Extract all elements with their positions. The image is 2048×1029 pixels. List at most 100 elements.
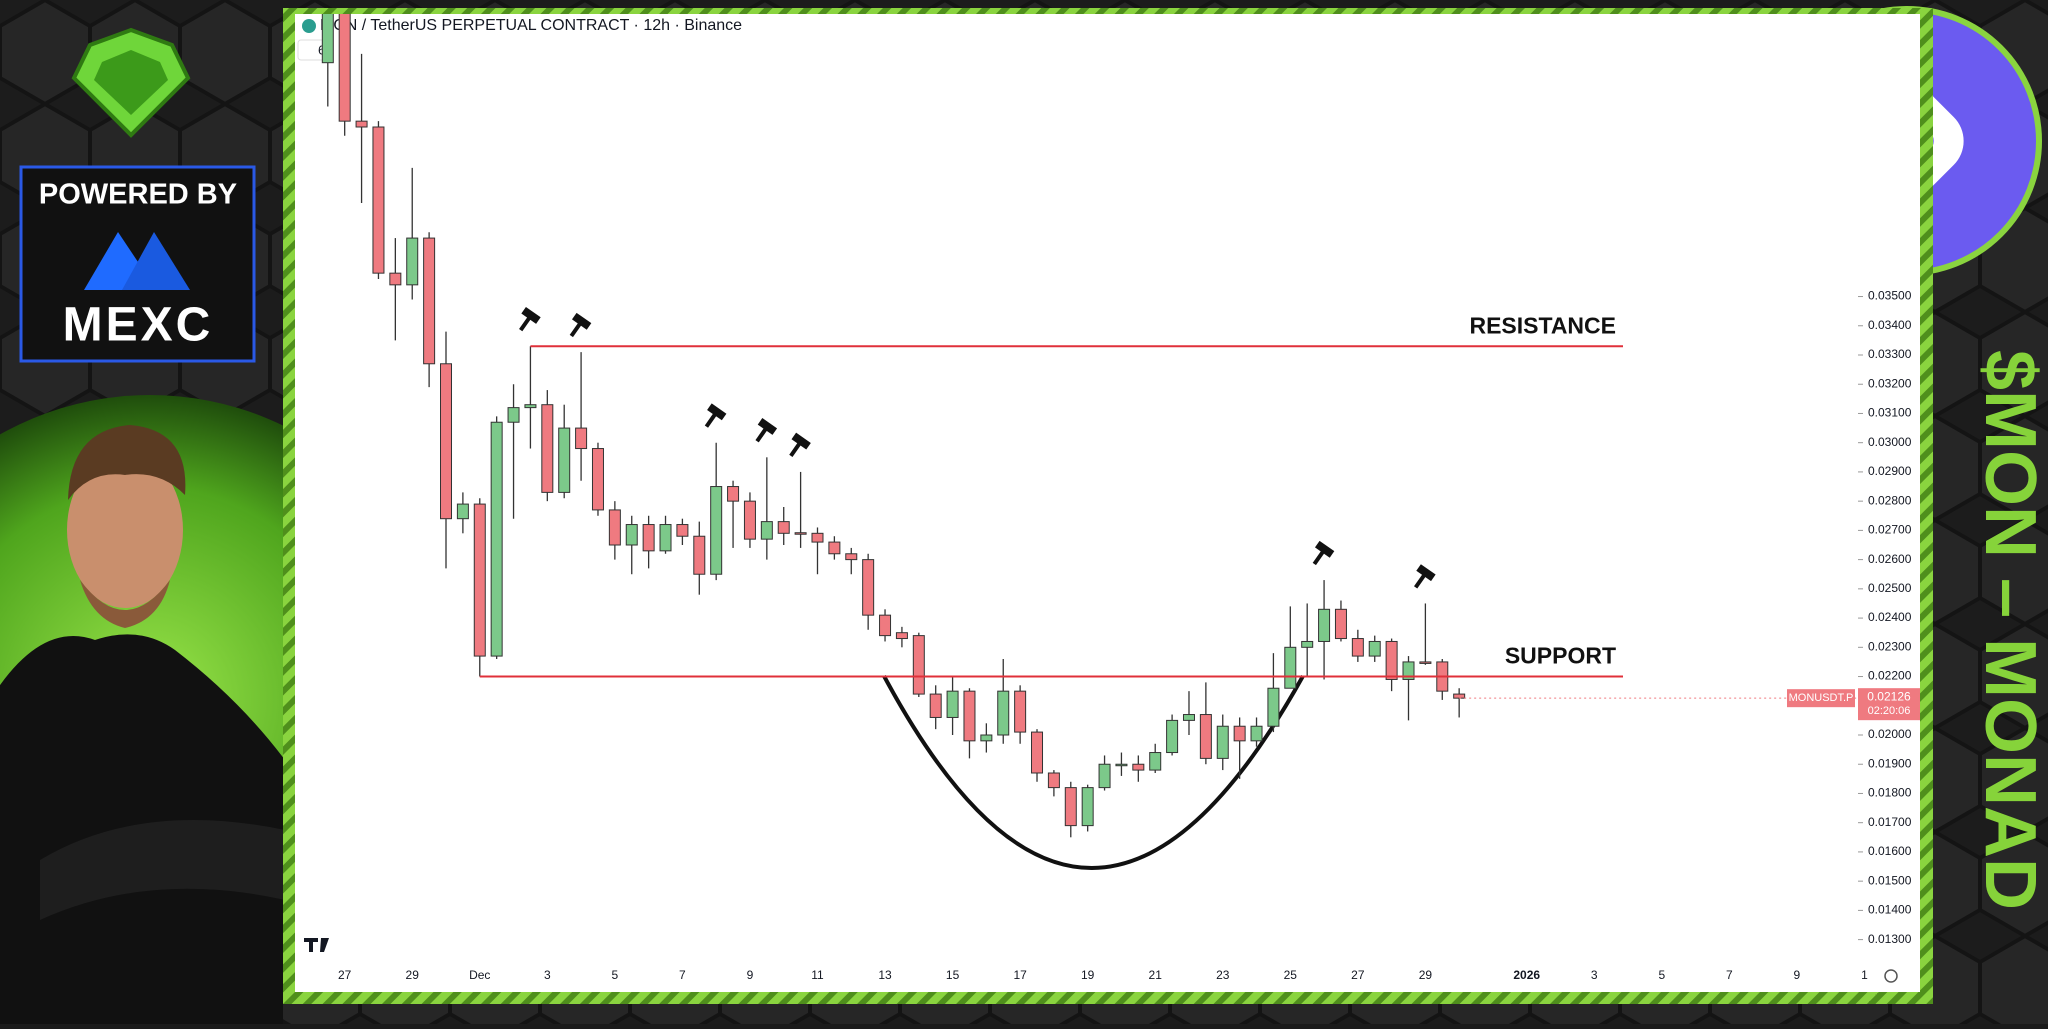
powered-by: POWERED BY bbox=[39, 179, 237, 211]
candle-body bbox=[608, 509, 621, 546]
y-tick-label: 0.01300 bbox=[1868, 932, 1912, 946]
x-tick-label: 5 bbox=[612, 968, 619, 982]
x-tick-label: 9 bbox=[747, 968, 754, 982]
x-tick-label: 17 bbox=[1013, 968, 1027, 982]
candle-body bbox=[1419, 661, 1432, 664]
hammer-handle bbox=[1414, 573, 1426, 589]
hammer-head bbox=[1416, 564, 1436, 582]
y-tick-label: 0.02600 bbox=[1868, 552, 1912, 566]
x-tick-label: 7 bbox=[1726, 968, 1733, 982]
candle-body bbox=[372, 126, 385, 274]
candle-body bbox=[456, 503, 469, 520]
candle-body bbox=[1182, 714, 1195, 721]
exchange-icon bbox=[302, 19, 316, 33]
y-tick-label: 0.02700 bbox=[1868, 523, 1912, 537]
y-tick-label: 0.01700 bbox=[1868, 815, 1912, 829]
candle-body bbox=[524, 404, 537, 409]
candle-body bbox=[845, 553, 858, 561]
candle-body bbox=[811, 532, 824, 543]
y-tick-label: 0.02400 bbox=[1868, 610, 1912, 624]
hammer-head bbox=[1314, 540, 1335, 558]
price-tag-text: 0.02126 bbox=[1867, 689, 1911, 703]
x-tick-label: 2026 bbox=[1513, 968, 1540, 982]
x-tick-label: 27 bbox=[338, 968, 352, 982]
sponsor-box bbox=[19, 165, 256, 363]
candle-body bbox=[507, 407, 520, 423]
candle-body bbox=[1031, 731, 1044, 774]
y-tick-label: 0.02200 bbox=[1868, 669, 1912, 683]
y-tick-label: 0.02800 bbox=[1868, 493, 1912, 507]
candle-body bbox=[1284, 646, 1297, 689]
candle-body bbox=[997, 690, 1010, 736]
candle-body bbox=[1115, 763, 1128, 767]
candle-body bbox=[338, 14, 351, 122]
candle-body bbox=[1166, 719, 1179, 754]
candle-body bbox=[575, 427, 588, 450]
x-tick-label: 1 bbox=[1861, 968, 1868, 982]
candle-body bbox=[1098, 763, 1111, 789]
x-tick-label: 15 bbox=[946, 968, 960, 982]
candle-body bbox=[1267, 687, 1280, 727]
candle-body bbox=[1385, 640, 1398, 680]
candle-body bbox=[912, 635, 925, 695]
symbol-tag-text: MONUSDT.P bbox=[1789, 692, 1854, 704]
y-tick-label: 0.03400 bbox=[1868, 318, 1912, 332]
price-tag bbox=[1858, 688, 1920, 721]
indicator-badge: 6 bbox=[318, 42, 325, 57]
candle-body bbox=[591, 448, 604, 511]
x-tick-label: 19 bbox=[1081, 968, 1095, 982]
candle-body bbox=[389, 272, 402, 286]
tv-logo bbox=[304, 938, 329, 952]
x-tick-label: 27 bbox=[1351, 968, 1365, 982]
candle-body bbox=[1301, 640, 1314, 648]
candle-body bbox=[1064, 787, 1077, 827]
x-tick-label: 5 bbox=[1658, 968, 1665, 982]
hammer-head bbox=[707, 403, 727, 421]
candle-body bbox=[1368, 640, 1381, 657]
y-tick-label: 0.01600 bbox=[1868, 844, 1912, 858]
candle-body bbox=[1233, 725, 1246, 742]
y-tick-label: 0.03500 bbox=[1868, 289, 1912, 303]
hammer-handle bbox=[704, 413, 717, 428]
hammer-head bbox=[757, 418, 778, 435]
y-tick-label: 0.01900 bbox=[1868, 756, 1912, 770]
candle-body bbox=[473, 503, 486, 657]
x-tick-label: 3 bbox=[544, 968, 551, 982]
hammer-head bbox=[521, 306, 541, 324]
candle-body bbox=[423, 237, 436, 365]
candle-body bbox=[693, 535, 706, 575]
candle-body bbox=[541, 404, 554, 493]
x-tick-label: 11 bbox=[811, 968, 824, 982]
candle-body bbox=[828, 541, 841, 555]
candle-body bbox=[777, 521, 790, 534]
candle-body bbox=[1149, 752, 1162, 771]
plot bbox=[321, 14, 1466, 838]
settings-icon bbox=[1884, 969, 1898, 983]
x-tick-label: 29 bbox=[406, 968, 420, 982]
y-tick-label: 0.03100 bbox=[1868, 406, 1912, 420]
candle-body bbox=[760, 521, 773, 540]
candle-body bbox=[1199, 714, 1212, 759]
y-tick-label: 0.03300 bbox=[1868, 347, 1912, 361]
brand-logo bbox=[71, 27, 191, 138]
candle-body bbox=[862, 559, 875, 616]
candle-body bbox=[1132, 763, 1145, 771]
x-tick-label: 7 bbox=[679, 968, 686, 982]
candle-body bbox=[743, 500, 756, 540]
hammer-icon bbox=[755, 418, 778, 443]
candle-body bbox=[1047, 772, 1060, 789]
x-tick-label: 9 bbox=[1794, 968, 1801, 982]
candle-body bbox=[659, 524, 672, 552]
chart-panel bbox=[295, 14, 1920, 992]
y-tick-label: 0.01400 bbox=[1868, 903, 1912, 917]
candle-body bbox=[558, 427, 571, 493]
candle-body bbox=[642, 524, 655, 552]
candle-body bbox=[1318, 608, 1331, 642]
y-tick-label: 0.03000 bbox=[1868, 435, 1912, 449]
candle-body bbox=[1081, 787, 1094, 827]
candle-body bbox=[1351, 638, 1364, 657]
candle-body bbox=[625, 524, 638, 546]
candle-body bbox=[355, 120, 368, 128]
candle-body bbox=[1453, 693, 1466, 699]
